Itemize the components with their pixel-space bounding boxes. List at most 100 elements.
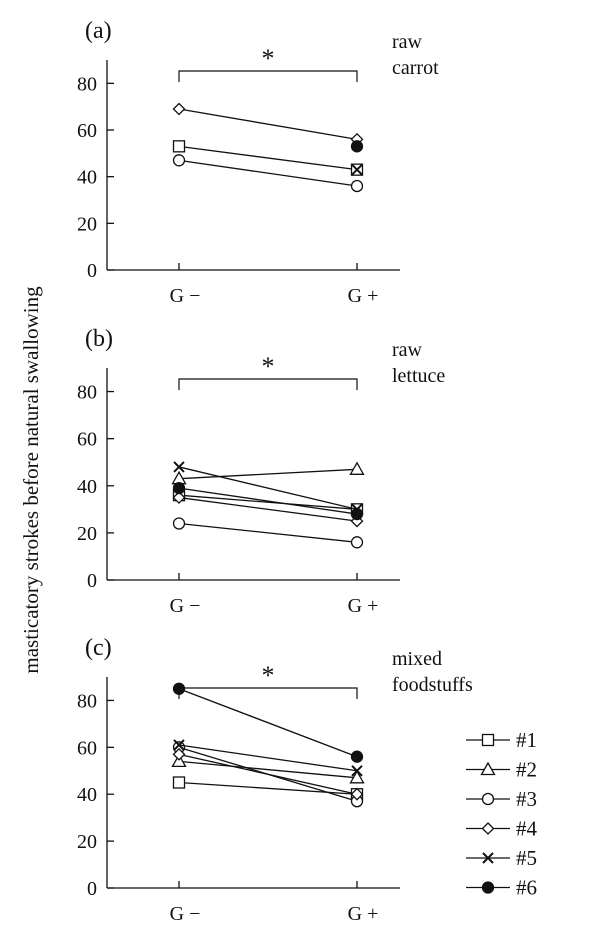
panel-label: (a) [85,18,112,44]
legend-item-4: #4 [466,817,538,841]
series-line [178,688,358,758]
data-point [350,179,364,193]
data-point [172,682,186,695]
data-point [349,769,365,784]
data-point [350,536,364,549]
series-5 [351,163,363,176]
legend-label: #2 [516,758,537,782]
series-6 [350,140,364,153]
y-tick-label: 60 [77,120,97,142]
data-point [172,491,186,504]
significance-star: * [262,661,275,690]
legend-label: #1 [516,728,537,752]
legend-item-1: #1 [466,728,537,752]
series-line [178,744,358,772]
y-tick-label: 20 [77,831,97,853]
y-axis-label: masticatory strokes before natural swall… [19,286,43,674]
food-label: foodstuffs [392,674,473,696]
y-tick-label: 60 [77,429,97,451]
series-4 [172,747,364,801]
x-tick-label: G − [170,903,201,925]
x-tick-label: G + [348,595,379,617]
food-label: carrot [392,57,439,79]
legend-item-5: #5 [466,846,537,870]
legend-marker [481,733,495,747]
panel-2: 0 20 40 60 80 G − G + (b) raw lettuce * [77,326,445,617]
legend-item-2: #2 [466,758,537,782]
series-line [178,145,358,171]
data-point [350,750,364,763]
y-tick-label: 20 [77,213,97,235]
x-tick-label: G − [170,595,201,617]
data-point [172,517,186,530]
data-point [350,787,364,801]
series-1 [172,140,364,176]
series-3 [172,154,364,193]
legend-label: #6 [516,876,537,900]
series-6 [172,481,364,521]
data-point [172,481,186,495]
legend-marker [481,822,495,835]
significance-bracket [178,378,358,390]
legend-label: #3 [516,787,537,811]
data-point [351,765,363,777]
data-point [172,154,186,167]
y-tick-label: 20 [77,523,97,545]
x-tick-label: G − [170,285,201,307]
y-tick-label: 80 [77,382,97,404]
significance-star: * [262,352,275,381]
series-line [178,494,358,510]
legend-label: #5 [516,846,537,870]
legend-marker [481,792,495,806]
y-tick-label: 80 [77,73,97,95]
y-tick-label: 40 [77,476,97,498]
data-point [172,140,186,153]
legend-label: #4 [516,817,538,841]
y-tick-label: 0 [87,260,97,282]
data-point [173,461,185,473]
legend-marker [481,881,495,894]
y-tick-label: 40 [77,167,97,189]
series-1 [172,776,364,801]
legend-marker [480,761,496,776]
series-line [178,753,358,795]
x-tick-label: G + [348,285,379,307]
series-line [178,468,358,480]
data-point [350,140,364,153]
panel-label: (c) [85,635,112,661]
y-tick-label: 0 [87,878,97,900]
data-point [172,102,186,116]
data-point [173,739,185,751]
series-line [178,466,358,510]
chart-panels: 0 20 40 60 80 G − G + (a) raw carrot * 0 20 40 60 80 G −… [77,18,473,925]
series-2 [171,461,365,485]
y-tick-label: 0 [87,570,97,592]
legend: #1 #2 #3 #4 #5 #6 [466,728,538,900]
food-label: lettuce [392,365,445,387]
data-point [172,776,186,789]
series-line [178,108,358,140]
significance-bracket [178,70,358,82]
series-line [178,487,358,515]
data-point [349,461,365,475]
panel-label: (b) [85,326,113,352]
y-tick-label: 40 [77,784,97,806]
data-point [350,507,364,521]
series-6 [172,682,364,763]
legend-item-6: #6 [466,876,537,900]
series-5 [173,461,363,516]
series-4 [172,102,364,146]
data-point [351,163,363,176]
series-line [178,496,358,522]
panel-3: 0 20 40 60 80 G − G + (c) mixed foodstuffs * [77,635,473,925]
series-3 [172,517,364,549]
food-label: mixed [392,648,442,670]
series-line [178,522,358,543]
series-5 [173,739,363,777]
series-line [178,760,358,779]
y-tick-label: 60 [77,737,97,759]
y-tick-label: 80 [77,690,97,712]
data-point [172,747,186,761]
food-label: raw [392,31,423,53]
